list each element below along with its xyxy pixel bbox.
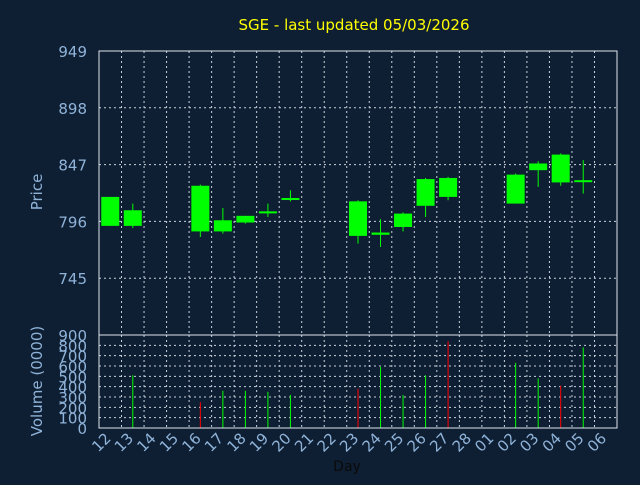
volume-tick-label: 800 <box>58 337 87 355</box>
volume-frame <box>98 334 618 429</box>
volume-tick-label: 0 <box>77 420 87 438</box>
price-tick-label: 796 <box>58 213 87 231</box>
candle-body <box>506 174 525 204</box>
candle-body <box>349 201 367 236</box>
candle-body <box>371 232 390 235</box>
candle-body <box>574 180 593 183</box>
candle-body <box>529 163 548 171</box>
candle-body <box>191 185 210 232</box>
candle-body <box>394 213 413 227</box>
price-axis-label: Price <box>28 174 46 211</box>
candle-body <box>416 179 435 206</box>
candle-body <box>551 154 570 183</box>
volume-tick-label: 900 <box>58 327 87 345</box>
chart-title: SGE - last updated 05/03/2026 <box>239 16 470 34</box>
volume-tick-label: 500 <box>58 368 87 386</box>
candle-body <box>236 215 255 223</box>
price-tick-label: 847 <box>58 157 87 175</box>
volume-tick-label: 300 <box>58 389 87 407</box>
candle-body <box>258 211 277 214</box>
price-tick-label: 745 <box>58 270 87 288</box>
candle-body <box>439 177 458 197</box>
volume-tick-label: 600 <box>58 358 87 376</box>
price-tick-label: 949 <box>58 43 87 61</box>
volume-tick-label: 400 <box>58 379 87 397</box>
day-axis-label: Day <box>333 459 361 475</box>
candle-body <box>123 210 142 226</box>
volume-tick-label: 700 <box>58 348 87 366</box>
volume-tick-label: 100 <box>58 410 87 428</box>
volume-axis-label: Volume (0000) <box>28 326 46 436</box>
candle-body <box>281 198 300 201</box>
candle-body <box>101 196 120 226</box>
price-tick-label: 898 <box>58 100 87 118</box>
candle-body <box>213 220 232 232</box>
volume-tick-label: 200 <box>58 399 87 417</box>
